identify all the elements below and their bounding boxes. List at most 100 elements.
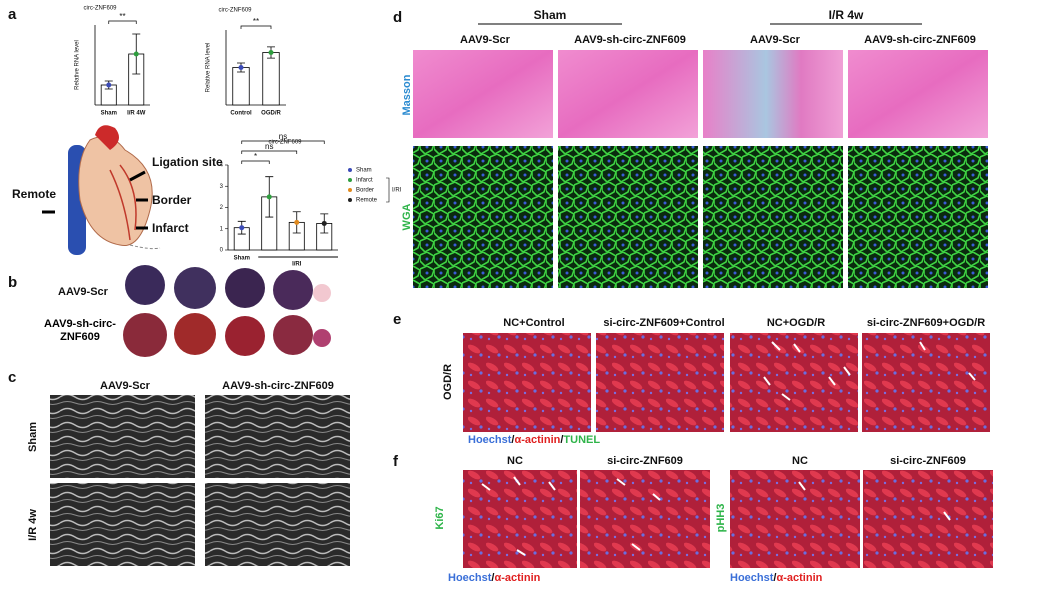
- x-tick-label: I/R 4W: [127, 111, 146, 117]
- panel-label: d: [393, 9, 402, 26]
- mean-dot: [294, 219, 300, 225]
- x-tick-label: Sham: [101, 111, 117, 117]
- comparison-bracket: [241, 140, 325, 144]
- column-label: NC: [792, 455, 808, 467]
- stain-legend: Hoechst/α-actinin: [730, 572, 823, 584]
- column-label: NC: [507, 455, 523, 467]
- y-tick-label: 4: [220, 163, 224, 169]
- heart-diagram: [42, 125, 161, 255]
- column-label: si-circ-ZNF609+OGD/R: [867, 317, 985, 329]
- stain-name: α-actinin: [776, 572, 822, 584]
- x-tick-label: OGD/R: [261, 111, 281, 117]
- stain-name: TUNEL: [563, 434, 600, 446]
- legend-label: Sham: [356, 168, 372, 174]
- if-images: [463, 333, 993, 568]
- row-label: Masson: [401, 74, 413, 115]
- stain-name: Hoechst: [730, 572, 774, 584]
- column-label: AAV9-sh-circ-ZNF609: [864, 34, 976, 46]
- comparison-bracket: [241, 150, 298, 154]
- chart-title: circ-ZNF609: [268, 140, 302, 146]
- bar: [262, 52, 280, 106]
- comparison-bracket: [240, 25, 272, 29]
- mean-dot: [239, 225, 245, 231]
- stain-name: /: [560, 434, 563, 446]
- panel-label: a: [8, 6, 17, 23]
- x-tick-label: Control: [230, 111, 252, 117]
- heart-label: Remote: [12, 187, 56, 201]
- heart-label: Border: [152, 193, 192, 207]
- column-label: AAV9-sh-circ-ZNF609: [222, 380, 334, 392]
- mean-dot: [266, 194, 272, 200]
- y-axis-label: Relative RNA level: [206, 43, 212, 93]
- chart-title: circ-ZNF609: [218, 8, 252, 14]
- legend-label: Remote: [356, 198, 378, 204]
- row-label: AAV9-sh-circ-ZNF609: [44, 318, 116, 343]
- mean-dot: [268, 50, 274, 55]
- stain-name: α-actinin: [514, 434, 560, 446]
- mean-dot: [106, 82, 112, 88]
- column-label: si-circ-ZNF609: [607, 455, 683, 467]
- row-label: OGD/R: [442, 364, 454, 400]
- mean-dot: [238, 65, 244, 70]
- group-label: I/RI: [292, 262, 302, 268]
- legend-group-label: I/RI: [392, 188, 402, 194]
- stain-name: Hoechst: [448, 572, 492, 584]
- legend-label: Infarct: [356, 178, 373, 184]
- comparison-label: *: [254, 152, 257, 161]
- row-label: WGA: [401, 204, 413, 231]
- legend-marker: [348, 178, 352, 182]
- row-label-box: AAV9-sh-circ-ZNF609: [44, 318, 116, 343]
- row-label: Sham: [27, 422, 39, 452]
- heart-label: Ligation site: [152, 155, 223, 169]
- comparison-label: ns: [279, 132, 287, 141]
- column-label: NC+OGD/R: [767, 317, 825, 329]
- row-label: pHH3: [715, 504, 727, 533]
- heart-sections: [123, 265, 331, 357]
- column-label: NC+Control: [503, 317, 564, 329]
- panel-label: b: [8, 274, 17, 291]
- comparison-bracket: [241, 160, 270, 164]
- stain-name: /: [773, 572, 776, 584]
- stain-name: Hoechst: [468, 434, 512, 446]
- column-label: AAV9-sh-circ-ZNF609: [574, 34, 686, 46]
- legend-bracket: [386, 177, 390, 203]
- stain-legend: Hoechst/α-actinin: [448, 572, 541, 584]
- stain-legend: Hoechst/α-actinin/TUNEL: [468, 434, 600, 446]
- y-axis-label: Relative RNA level: [75, 40, 81, 90]
- comparison-label: **: [253, 17, 259, 26]
- y-tick-label: 3: [220, 184, 224, 190]
- group-label: Sham: [534, 8, 567, 22]
- panel-label: f: [393, 453, 399, 470]
- comparison-label: ns: [265, 142, 273, 151]
- column-label: si-circ-ZNF609+Control: [603, 317, 724, 329]
- legend-label: Border: [356, 188, 374, 194]
- comparison-label: **: [119, 12, 125, 21]
- column-label: si-circ-ZNF609: [890, 455, 966, 467]
- heart-label: Infarct: [152, 221, 189, 235]
- mean-dot: [321, 220, 327, 226]
- comparison-bracket: [108, 20, 137, 24]
- group-label: I/R 4w: [829, 8, 864, 22]
- row-label: Ki67: [434, 506, 446, 529]
- y-tick-label: 0: [220, 248, 224, 254]
- mean-dot: [133, 51, 139, 57]
- column-label: AAV9-Scr: [100, 380, 151, 392]
- row-label: AAV9-Scr: [58, 286, 109, 298]
- stain-name: /: [511, 434, 514, 446]
- legend-marker: [348, 168, 352, 172]
- panel-label: e: [393, 311, 401, 328]
- legend-marker: [348, 198, 352, 202]
- legend-marker: [348, 188, 352, 192]
- panel-label: c: [8, 369, 16, 386]
- column-label: AAV9-Scr: [460, 34, 511, 46]
- column-label: AAV9-Scr: [750, 34, 801, 46]
- echo-images: [50, 395, 350, 566]
- x-tick-label: Sham: [234, 256, 250, 262]
- y-tick-label: 2: [220, 205, 224, 211]
- row-label: I/R 4w: [27, 509, 39, 541]
- stain-name: α-actinin: [494, 572, 540, 584]
- y-tick-label: 1: [220, 226, 224, 232]
- chart-title: circ-ZNF609: [83, 6, 117, 12]
- stain-name: /: [491, 572, 494, 584]
